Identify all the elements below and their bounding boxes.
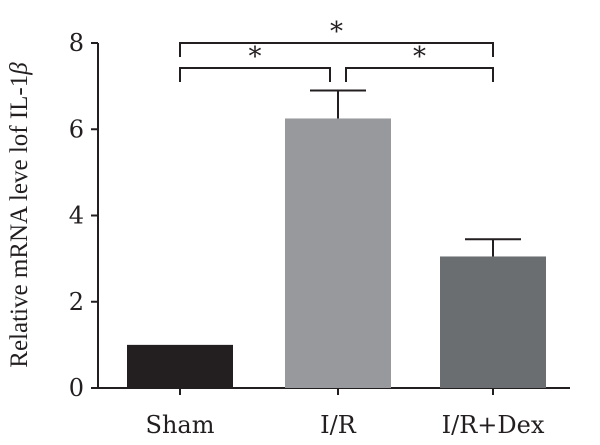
x-tick-label: I/R+Dex: [442, 411, 545, 439]
significance-brackets: * * *: [179, 17, 494, 82]
significance-bracket: [179, 67, 331, 82]
bar-0: [127, 344, 233, 388]
y-tick-label: 2: [69, 288, 84, 316]
x-tick-label: I/R: [320, 411, 357, 439]
significance-bracket: [345, 67, 494, 82]
error-bars: [310, 89, 521, 257]
significance-label: *: [330, 17, 343, 47]
significance-label: *: [413, 42, 426, 72]
significance-bracket: [179, 42, 494, 57]
significance-label: *: [249, 42, 262, 72]
y-tick-label: 4: [69, 202, 84, 230]
bars: [127, 118, 546, 388]
y-tick-label: 0: [69, 374, 84, 402]
y-tick-label: 8: [69, 29, 84, 57]
y-axis-label: Relative mRNA leve lof IL-1β: [6, 62, 33, 368]
bar-1: [285, 118, 391, 388]
axes: 0 2 4 6 8 Sham I/R I/R+Dex: [69, 29, 570, 439]
y-tick-label: 6: [69, 115, 84, 143]
bar-2: [440, 256, 546, 388]
x-tick-label: Sham: [146, 411, 215, 439]
